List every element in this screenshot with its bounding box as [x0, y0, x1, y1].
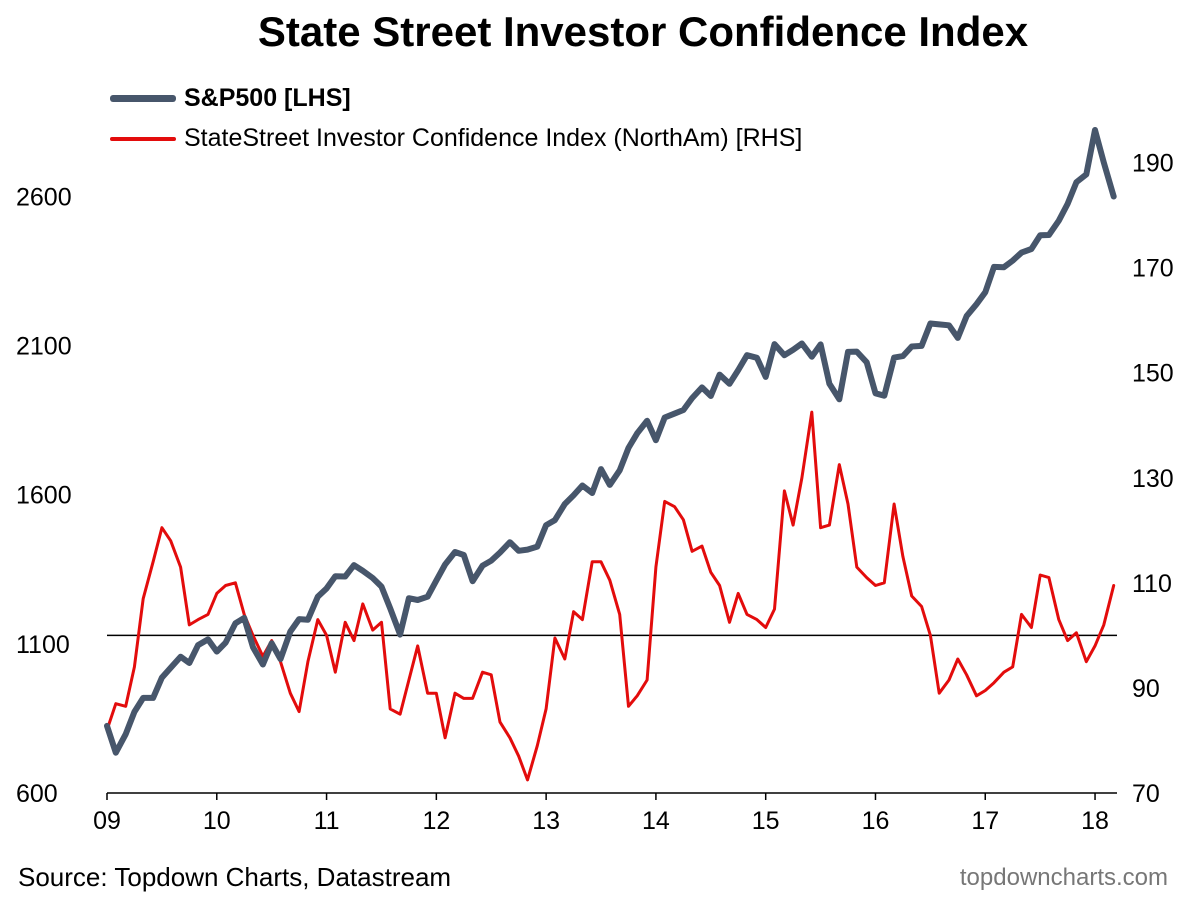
series-group: [104, 127, 1117, 782]
x-tick-label: 11: [314, 807, 340, 835]
y-right-tick-label: 110: [1132, 570, 1172, 598]
y-right-tick-label: 150: [1132, 360, 1174, 388]
legend-swatch-confidence: [110, 136, 176, 141]
y-right-tick-label: 170: [1132, 255, 1174, 283]
x-tick-label: 14: [642, 807, 670, 835]
legend-label-sp500: S&P500 [LHS]: [184, 84, 351, 112]
x-tick-label: 09: [93, 807, 121, 835]
x-tick-label: 15: [752, 807, 780, 835]
y-right-tick-label: 70: [1132, 780, 1160, 808]
source-note: Source: Topdown Charts, Datastream: [18, 862, 452, 892]
x-tick-label: 12: [422, 807, 450, 835]
y-left-tick-label: 2600: [16, 183, 72, 211]
y-left-tick-label: 1100: [16, 631, 70, 659]
legend-item-confidence: StateStreet Investor Confidence Index (N…: [110, 124, 802, 153]
x-tick-label: 16: [862, 807, 890, 835]
y-right-tick-label: 130: [1132, 465, 1174, 493]
y-left-tick-label: 2100: [16, 333, 72, 361]
site-credit: topdowncharts.com: [959, 864, 1168, 891]
axes-group: 09 10 11 12 13 14 15 16 17 18 600 1100 1600 2100 2600 7…: [16, 150, 1174, 835]
y-left-tick-label: 600: [16, 780, 58, 808]
series-line-sp500: [104, 127, 1117, 756]
y-right-tick-label: 90: [1132, 675, 1160, 703]
legend-item-sp500: S&P500 [LHS]: [110, 84, 351, 113]
legend-label-confidence: StateStreet Investor Confidence Index (N…: [184, 124, 803, 152]
x-tick-label: 18: [1081, 807, 1109, 835]
x-tick-label: 17: [971, 807, 999, 835]
x-tick-label: 10: [203, 807, 231, 835]
y-left-tick-label: 1600: [16, 482, 72, 510]
legend-swatch-sp500: [110, 95, 176, 102]
chart-title: State Street Investor Confidence Index: [257, 8, 1029, 55]
y-right-tick-label: 190: [1132, 150, 1174, 178]
series-line-confidence: [105, 410, 1116, 782]
x-tick-label: 13: [532, 807, 560, 835]
